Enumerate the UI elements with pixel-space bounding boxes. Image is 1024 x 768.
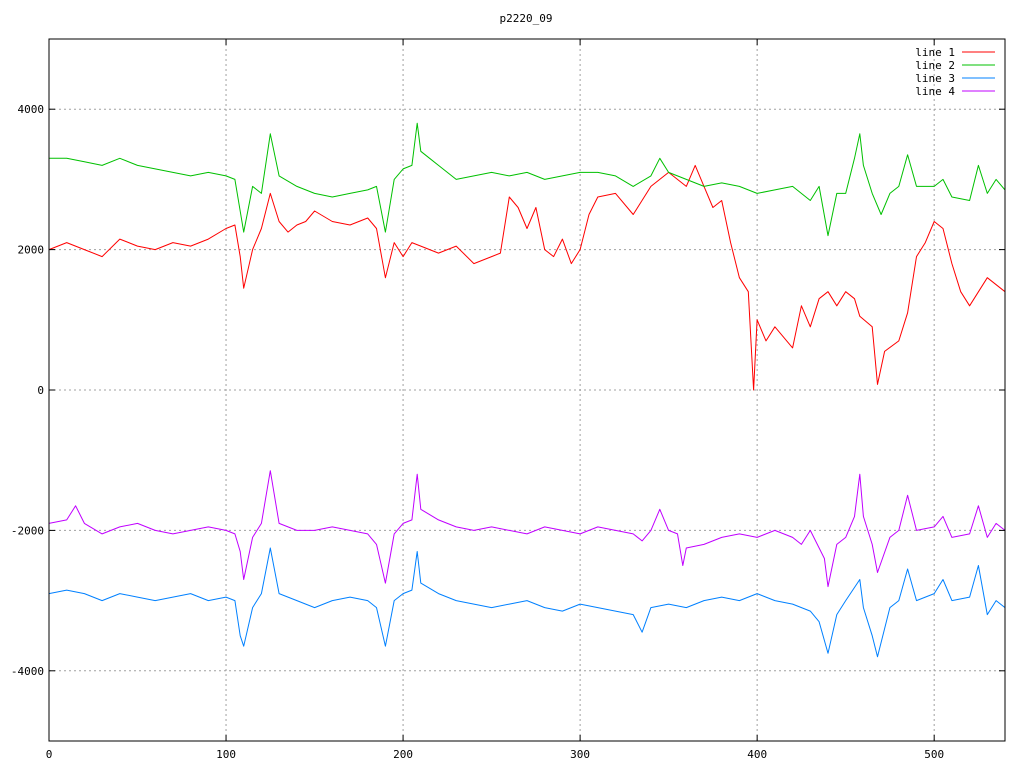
legend-label: line 1 [915,46,955,59]
y-tick-label: -2000 [11,524,44,537]
x-tick-label: 200 [393,748,413,761]
legend-label: line 3 [915,72,955,85]
plot-frame [48,38,1006,742]
series-lines [48,122,1006,658]
series-line-3 [48,547,1006,658]
legend-label: line 2 [915,59,955,72]
x-tick-label: 100 [216,748,236,761]
x-tick-label: 300 [570,748,590,761]
legend-label: line 4 [915,85,955,98]
y-tick-label: -4000 [11,665,44,678]
series-line-4 [48,470,1006,588]
x-tick-label: 0 [46,748,53,761]
chart-title: p2220_09 [500,12,553,25]
y-tick-label: 0 [37,384,44,397]
y-tick-label: 4000 [18,103,45,116]
x-tick-label: 500 [924,748,944,761]
grid [49,39,1005,741]
y-tick-label: 2000 [18,244,45,257]
series-line-1 [48,164,1006,391]
axis-ticks: 0 100 200 300 400 500 -4000 -2000 0 2000 4000 [11,39,1005,761]
x-tick-label: 400 [747,748,767,761]
series-line-2 [49,122,1006,237]
